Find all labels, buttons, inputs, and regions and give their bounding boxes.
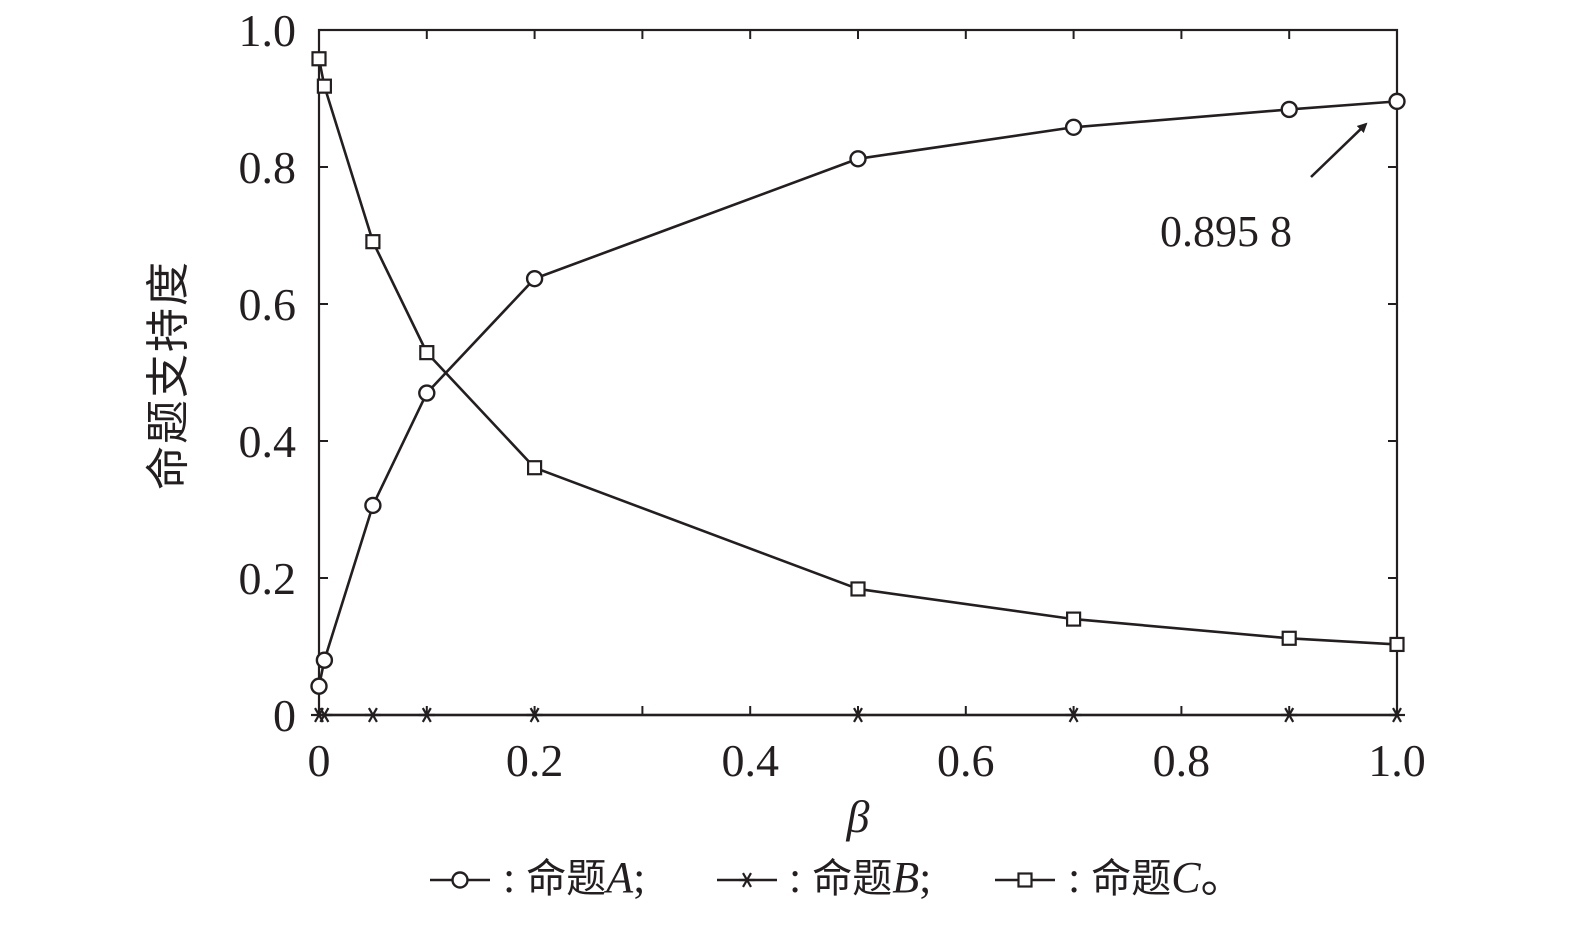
data-point-circle xyxy=(315,651,334,669)
series-line-1 xyxy=(317,100,1398,687)
asterisk-stroke xyxy=(319,707,330,723)
y-tick-label: 0.8 xyxy=(239,142,297,193)
data-point-square xyxy=(526,460,543,476)
data-point-square xyxy=(850,581,866,597)
legend-label: : 命题C。 xyxy=(1068,853,1245,902)
legend-suffix: 。 xyxy=(1201,853,1245,902)
asterisk-stroke xyxy=(1392,707,1402,723)
data-point-asterisk xyxy=(739,872,755,888)
data-point-asterisk xyxy=(1065,707,1082,723)
data-point-square xyxy=(1017,872,1033,888)
data-point-circle xyxy=(1064,118,1083,136)
plot-area xyxy=(317,28,1399,717)
annotation-label: 0.895 8 xyxy=(1160,207,1292,256)
data-point-square xyxy=(1281,630,1297,646)
annotation-arrow xyxy=(1310,122,1368,178)
x-tick-label: 0.6 xyxy=(937,735,995,786)
asterisk-stroke xyxy=(421,707,432,723)
tick-labels: 0 0.2 0.4 0.6 0.8 1.0 0 0.2 0.4 0.6 0.8 1.0 xyxy=(239,5,1426,786)
x-tick-label: 0.8 xyxy=(1153,735,1211,786)
legend-prefix: 命题 xyxy=(526,856,606,902)
data-point-square xyxy=(1389,636,1405,653)
legend-separator: : xyxy=(1068,853,1091,902)
legend-entry-2: : 命题B; xyxy=(717,853,931,902)
legend-prefix: 命题 xyxy=(812,856,892,902)
data-point-asterisk xyxy=(1389,707,1405,723)
x-tick-label: 1.0 xyxy=(1368,735,1426,786)
data-point-square xyxy=(316,78,332,94)
legend-label: : 命题A; xyxy=(503,853,645,902)
data-point-asterisk xyxy=(418,707,435,723)
series-markers-3 xyxy=(311,51,1405,653)
asterisk-stroke xyxy=(529,707,540,723)
data-point-asterisk xyxy=(526,707,543,723)
legend-letter: C xyxy=(1171,853,1201,902)
legend: : 命题A;: 命题B;: 命题C。 xyxy=(430,853,1245,902)
data-point-square xyxy=(365,234,381,250)
data-point-circle xyxy=(849,150,867,168)
x-tick-label: 0 xyxy=(308,735,331,786)
legend-letter: B xyxy=(892,853,919,902)
data-point-square xyxy=(419,345,435,361)
asterisk-stroke xyxy=(1068,707,1079,723)
data-point-circle xyxy=(1280,100,1298,119)
annotation: 0.895 8 xyxy=(1160,122,1368,256)
legend-entry-1: : 命题A; xyxy=(430,853,645,902)
y-tick-label: 0.6 xyxy=(239,279,297,330)
data-point-asterisk xyxy=(316,707,333,723)
y-tick-label: 0 xyxy=(273,690,296,741)
asterisk-stroke xyxy=(742,872,752,888)
data-point-square xyxy=(1065,611,1082,627)
asterisk-stroke xyxy=(367,707,378,723)
legend-letter: A xyxy=(603,853,634,902)
data-point-circle xyxy=(451,871,469,889)
x-axis-title: β xyxy=(846,791,870,842)
y-tick-label: 0.4 xyxy=(239,416,297,467)
data-point-asterisk xyxy=(1281,707,1298,723)
legend-separator: : xyxy=(503,853,526,902)
series-markers xyxy=(310,51,1406,723)
y-axis-title: 命题支持度 xyxy=(143,260,194,490)
legend-separator: : xyxy=(789,853,812,902)
series-markers-1 xyxy=(310,92,1406,695)
data-point-circle xyxy=(310,677,328,695)
legend-suffix: ; xyxy=(633,853,645,902)
data-point-circle xyxy=(364,496,382,515)
y-tick-label: 1.0 xyxy=(239,5,297,56)
data-point-circle xyxy=(1388,92,1406,111)
series-line-3 xyxy=(317,58,1398,646)
series-markers-2 xyxy=(311,707,1405,723)
data-point-square xyxy=(311,51,327,67)
data-point-asterisk xyxy=(850,707,866,723)
asterisk-stroke xyxy=(1284,707,1295,723)
legend-suffix: ; xyxy=(919,853,931,902)
data-point-circle xyxy=(525,269,544,288)
x-tick-label: 0.4 xyxy=(721,735,779,786)
y-tick-label: 0.2 xyxy=(239,553,297,604)
data-point-circle xyxy=(418,384,436,402)
data-point-asterisk xyxy=(364,707,381,723)
legend-prefix: 命题 xyxy=(1091,856,1171,902)
legend-label: : 命题B; xyxy=(789,853,931,902)
x-tick-label: 0.2 xyxy=(506,735,564,786)
legend-entry-3: : 命题C。 xyxy=(995,853,1245,902)
asterisk-stroke xyxy=(853,707,863,723)
ticks xyxy=(318,29,1398,716)
